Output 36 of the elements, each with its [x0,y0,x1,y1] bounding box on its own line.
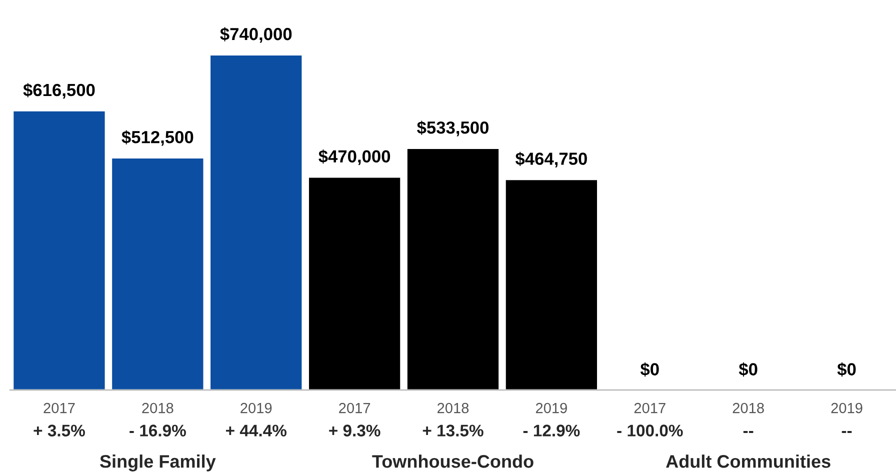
data-label: $0 [640,362,659,377]
text: - 100.0% [617,424,683,436]
text: Single Family [100,454,216,472]
x-tick-label: 2017 [339,402,370,414]
text: Adult Communities [666,454,830,468]
x-tick-label: 2018 [732,402,764,414]
bar [209,54,304,390]
data-label: $0 [738,362,758,377]
data-label: $740,000 [220,27,292,43]
bar [308,176,402,390]
x-tick-label: 2019 [240,402,272,414]
bar [406,148,500,390]
text: - 16.9% [130,424,186,436]
text: + 9.3% [329,424,380,436]
data-label: $533,500 [417,120,488,136]
x-tick-label: 2017 [44,402,75,414]
data-label: $470,000 [318,149,390,166]
bar [504,178,598,390]
text: - 12.9% [523,424,580,436]
bar [110,157,205,390]
x-tick-label: 2017 [634,402,666,414]
data-label: $616,500 [23,83,95,99]
bar [12,110,106,390]
data-label: $0 [837,362,856,377]
text: + 13.5% [422,424,484,436]
text: Townhouse-Condo [372,454,534,468]
data-label: $464,750 [515,152,587,168]
text: -- [743,430,754,433]
text: + 44.4% [226,424,286,436]
x-tick-label: 2018 [438,402,469,414]
text: + 3.5% [34,424,85,436]
x-tick-label: 2019 [536,402,567,414]
text: -- [842,430,852,433]
x-tick-label: 2019 [831,402,862,414]
x-tick-label: 2018 [142,402,174,414]
data-label: $512,500 [122,130,194,146]
